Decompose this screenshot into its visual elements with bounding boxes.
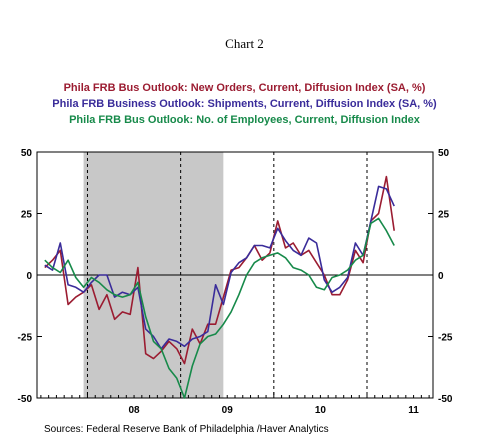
series-line-employees	[44, 217, 395, 399]
y-tick-label-right: 0	[438, 271, 444, 282]
y-tick-label-left: -50	[18, 394, 33, 405]
y-tick-label-right: 50	[438, 148, 450, 159]
legend-entry-employees: Phila FRB Bus Outlook: No. of Employees,…	[69, 114, 420, 126]
chart-title: Chart 2	[225, 36, 264, 51]
y-tick-label-right: -25	[438, 333, 453, 344]
y-tick-label-left: 50	[21, 148, 33, 159]
legend-entry-new-orders: Phila FRB Bus Outlook: New Orders, Curre…	[63, 82, 426, 94]
y-tick-label-left: -25	[18, 333, 33, 344]
x-tick-label: 10	[315, 405, 327, 416]
y-tick-label-left: 0	[26, 271, 32, 282]
series-line-shipments	[44, 185, 395, 350]
y-tick-label-left: 25	[21, 210, 33, 221]
x-tick-label: 08	[128, 405, 140, 416]
y-tick-label-right: 25	[438, 210, 450, 221]
source-note: Sources: Federal Reserve Bank of Philade…	[44, 424, 329, 435]
y-tick-label-right: -50	[438, 394, 453, 405]
x-tick-label: 11	[408, 405, 419, 416]
series-line-new-orders	[44, 175, 395, 365]
x-tick-label: 09	[222, 405, 234, 416]
legend-entry-shipments: Phila FRB Business Outlook: Shipments, C…	[52, 98, 437, 110]
